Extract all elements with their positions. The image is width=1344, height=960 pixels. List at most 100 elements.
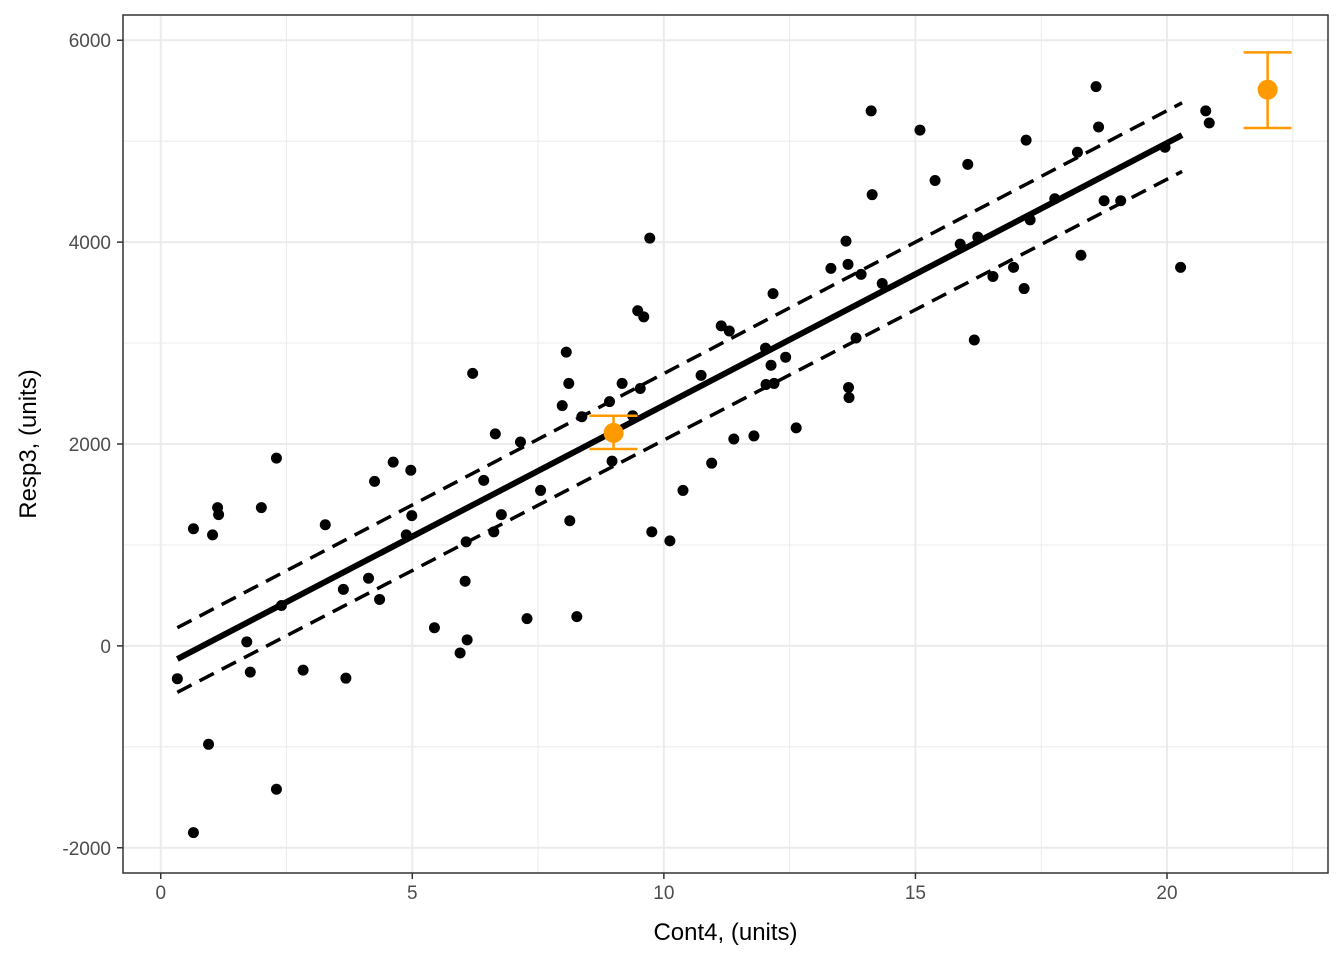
data-point <box>1090 81 1102 93</box>
data-point <box>728 433 740 445</box>
data-point <box>459 575 471 587</box>
x-tick-label: 20 <box>1156 883 1177 904</box>
y-tick-label: 0 <box>100 637 111 658</box>
data-point <box>213 509 225 521</box>
data-point <box>638 311 650 323</box>
highlighted-point <box>603 422 624 443</box>
data-point <box>203 738 215 750</box>
data-point <box>1093 121 1105 133</box>
data-point <box>843 392 855 404</box>
data-point <box>1200 105 1212 117</box>
data-point <box>428 622 440 634</box>
data-point <box>244 666 256 678</box>
y-axis-title: Resp3, (units) <box>15 369 42 518</box>
y-tick-label: -2000 <box>62 839 111 860</box>
data-point <box>664 535 676 547</box>
data-point <box>842 258 854 270</box>
fit-line <box>175 132 1184 662</box>
data-point <box>369 475 381 487</box>
data-point <box>576 411 588 423</box>
highlighted-estimate <box>1243 51 1292 130</box>
data-point <box>406 510 418 522</box>
y-tick-label: 4000 <box>69 233 111 254</box>
data-point <box>677 484 689 496</box>
data-point <box>363 572 375 584</box>
data-point <box>866 189 878 201</box>
data-point <box>297 664 309 676</box>
data-point <box>604 396 616 408</box>
confidence-band-lower <box>176 169 1183 694</box>
x-axis-title: Cont4, (units) <box>653 919 797 946</box>
confidence-band <box>176 101 1183 694</box>
data-point <box>876 278 888 290</box>
data-point <box>695 369 707 381</box>
x-tick-label: 15 <box>905 883 926 904</box>
data-point <box>646 526 658 538</box>
data-point <box>405 464 417 476</box>
x-tick-label: 5 <box>407 883 418 904</box>
data-point <box>340 672 352 684</box>
x-tick-label: 10 <box>653 883 674 904</box>
data-point <box>478 474 490 486</box>
data-point <box>564 515 576 527</box>
data-point <box>748 430 760 442</box>
data-point <box>825 262 837 274</box>
data-points <box>171 81 1215 839</box>
data-point <box>1018 283 1030 295</box>
data-point <box>723 325 735 337</box>
data-point <box>187 523 199 535</box>
highlighted-point <box>1257 79 1278 100</box>
x-tick-label: 0 <box>155 883 166 904</box>
data-point <box>765 359 777 371</box>
data-point <box>1008 261 1020 273</box>
data-point <box>521 613 533 625</box>
axes: 0 5 10 15 20 -2000 0 2000 4000 6000 <box>62 31 1177 904</box>
data-point <box>606 455 618 467</box>
data-point <box>514 436 526 448</box>
data-point <box>855 268 867 280</box>
data-point <box>488 526 500 538</box>
data-point <box>644 232 656 244</box>
data-point <box>171 673 183 685</box>
data-point <box>840 235 852 247</box>
data-point <box>790 422 802 434</box>
data-point <box>929 175 941 187</box>
data-point <box>560 346 572 358</box>
data-point <box>715 320 727 332</box>
data-point <box>914 124 926 136</box>
data-point <box>563 377 575 389</box>
data-point <box>319 519 331 531</box>
data-point <box>780 351 792 363</box>
major-grid <box>123 15 1328 873</box>
data-point <box>767 288 779 300</box>
data-point <box>337 583 349 595</box>
y-tick-label: 6000 <box>69 31 111 52</box>
data-point <box>634 382 646 394</box>
data-point <box>556 400 568 412</box>
data-point <box>1203 117 1215 129</box>
data-point <box>454 647 466 659</box>
highlighted-estimate <box>589 414 638 451</box>
data-point <box>987 270 999 282</box>
highlighted-estimates <box>589 51 1292 451</box>
data-point <box>255 502 267 514</box>
data-point <box>460 536 472 548</box>
data-point <box>865 105 877 117</box>
data-point <box>760 378 772 390</box>
data-point <box>187 827 199 839</box>
data-point <box>850 332 862 344</box>
data-point <box>461 634 473 646</box>
data-point <box>843 381 855 393</box>
data-point <box>270 783 282 795</box>
data-point <box>962 158 974 170</box>
data-point <box>968 334 980 346</box>
data-point <box>1098 195 1110 207</box>
data-point <box>241 636 253 648</box>
data-point <box>207 529 219 541</box>
regression-line <box>175 132 1184 662</box>
data-point <box>387 456 399 468</box>
confidence-band-upper <box>176 101 1183 630</box>
data-point <box>495 509 507 521</box>
data-point <box>374 593 386 605</box>
